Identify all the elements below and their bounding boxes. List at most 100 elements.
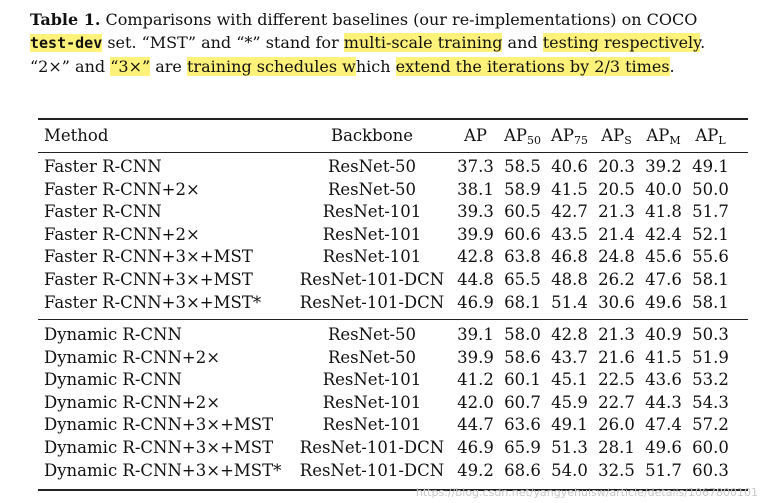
header-method: Method [44,126,109,145]
table-row: Faster R-CNN ResNet-50 37.3 58.5 40.6 20.3 39.… [38,156,734,179]
cell-backbone: ResNet-101-DCN [299,292,445,312]
highlight-training-schedules: training schedules w [186,57,356,76]
cell-ap50: 63.8 [504,247,541,267]
cell-apl: 49.1 [692,157,729,176]
cell-ap75: 46.8 [551,247,588,267]
cell-ap75: 42.8 [551,325,588,344]
cell-ap75: 41.5 [551,179,588,199]
header-ap75: AP75 [550,126,589,147]
cell-aps: 22.7 [598,392,635,412]
caption-text: “2×” and [30,57,111,76]
cell-backbone: ResNet-101 [322,247,422,267]
cell-aps: 26.2 [598,269,635,289]
cell-apm: 43.6 [645,370,682,390]
cell-backbone: ResNet-101 [322,224,422,244]
table-row: Faster R-CNN ResNet-101 39.3 60.5 42.7 21.3 41… [38,201,734,224]
cell-ap50: 60.5 [504,202,541,222]
cell-backbone: ResNet-101-DCN [299,437,445,457]
table-caption: Table 1. Comparisons with different base… [30,8,746,78]
dynamic-group: Dynamic R-CNN ResNet-50 39.1 58.0 42.8 21.3 40… [38,324,734,482]
cell-ap: 49.2 [457,460,494,480]
cell-aps: 20.3 [598,157,635,176]
cell-ap75: 48.8 [551,269,588,289]
cell-apl: 58.1 [692,269,729,289]
cell-ap: 44.7 [457,415,494,435]
cell-apl: 60.0 [692,437,729,457]
group-rule [38,319,748,320]
cell-apl: 52.1 [692,224,729,244]
cell-apm: 40.9 [645,325,682,344]
cell-method: Dynamic R-CNN+3×+MST [44,415,274,435]
cell-ap: 46.9 [457,437,494,457]
highlight-multi-scale-training: multi-scale training [343,33,503,52]
cell-apm: 49.6 [645,292,682,312]
cell-apm: 39.2 [645,157,682,176]
cell-ap50: 58.6 [504,347,541,367]
cell-apm: 47.6 [645,269,682,289]
table-row: Faster R-CNN+3×+MST ResNet-101-DCN 44.8 65.… [38,269,734,292]
table-row: Faster R-CNN+2× ResNet-101 39.9 60.6 43.5 21.… [38,224,734,247]
cell-aps: 21.3 [598,325,635,344]
cell-apl: 55.6 [692,247,729,267]
cell-backbone: ResNet-50 [327,347,417,367]
cell-aps: 32.5 [598,460,635,480]
cell-apm: 44.3 [645,392,682,412]
cell-ap75: 51.3 [551,437,588,457]
cell-apl: 51.9 [692,347,729,367]
caption-text: . [669,57,675,76]
caption-text: and [502,33,543,52]
cell-apl: 54.3 [692,392,729,412]
cell-backbone: ResNet-101 [322,202,422,222]
cell-ap: 41.2 [457,370,494,390]
cell-ap50: 60.1 [504,370,541,390]
cell-ap50: 68.1 [504,292,541,312]
cell-aps: 22.5 [598,370,635,390]
cell-method: Dynamic R-CNN+2× [44,392,221,412]
cell-ap75: 43.5 [551,224,588,244]
cell-apl: 51.7 [692,202,729,222]
cell-aps: 21.6 [598,347,635,367]
cell-ap50: 68.6 [504,460,541,480]
table-row: Dynamic R-CNN+3×+MST* ResNet-101-DCN 49.2 6… [38,460,734,483]
caption-text: Comparisons with different baselines (ou… [100,10,698,29]
cell-method: Dynamic R-CNN+3×+MST [44,437,274,457]
cell-ap75: 43.7 [551,347,588,367]
cell-method: Faster R-CNN+2× [44,224,200,244]
header-ap50: AP50 [503,126,542,147]
cell-ap50: 58.0 [504,325,541,344]
cell-aps: 30.6 [598,292,635,312]
table-row: Faster R-CNN+2× ResNet-50 38.1 58.9 41.5 20.5… [38,179,734,202]
cell-aps: 21.3 [598,202,635,222]
cell-ap: 39.3 [457,202,494,222]
cell-ap: 42.0 [457,392,494,412]
cell-backbone: ResNet-101 [322,392,422,412]
cell-backbone: ResNet-101 [322,415,422,435]
cell-aps: 21.4 [598,224,635,244]
table-header: Method Backbone AP AP50 AP75 APS APM APL [38,121,734,150]
cell-apl: 50.3 [692,325,729,344]
cell-ap: 39.9 [457,224,494,244]
table-row: Faster R-CNN+3×+MST ResNet-101 42.8 63.8 46.… [38,246,734,269]
header-aps: APS [601,126,632,147]
cell-apm: 41.8 [645,202,682,222]
caption-text: are [150,57,187,76]
cell-ap: 39.1 [457,325,494,344]
table-row: Dynamic R-CNN+3×+MST ResNet-101-DCN 46.9 65… [38,437,734,460]
cell-method: Faster R-CNN+3×+MST [44,247,253,267]
table-row: Dynamic R-CNN+2× ResNet-50 39.9 58.6 43.7 21.… [38,347,734,370]
cell-ap: 44.8 [457,269,494,289]
table-row: Faster R-CNN+3×+MST* ResNet-101-DCN 46.9 68… [38,292,734,315]
cell-ap50: 60.7 [504,392,541,412]
cell-apl: 60.3 [692,460,729,480]
caption-line-3: “2×” and “3×” are training schedules whi… [30,55,746,78]
cell-ap50: 58.5 [504,157,541,176]
cell-ap75: 54.0 [551,460,588,480]
cell-aps: 26.0 [598,415,635,435]
cell-backbone: ResNet-50 [327,157,417,176]
cell-method: Faster R-CNN [44,157,162,176]
caption-text: set. “MST” and “*” stand for [102,33,344,52]
baseline-group: Faster R-CNN ResNet-50 37.3 58.5 40.6 20.3 39.… [38,156,734,314]
cell-ap50: 65.5 [504,269,541,289]
cell-apm: 45.6 [645,247,682,267]
cell-backbone: ResNet-50 [327,179,417,199]
